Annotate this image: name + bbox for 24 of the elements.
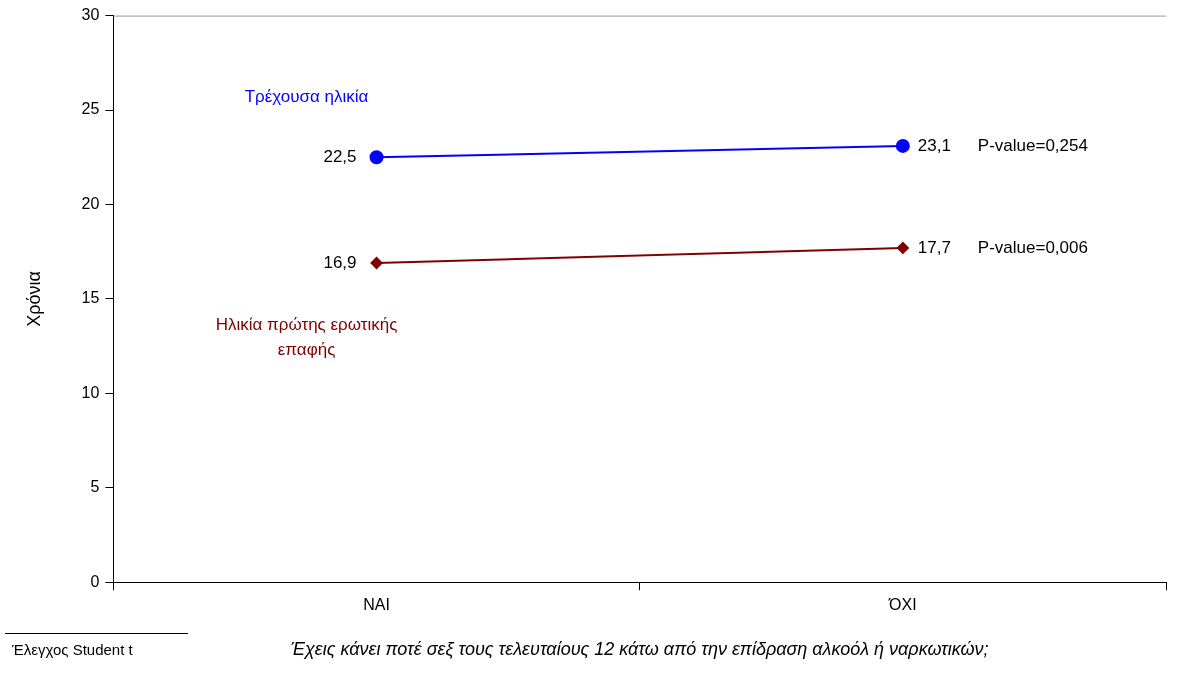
data-label: 17,7 <box>917 237 951 257</box>
y-tick-label: 15 <box>81 289 100 307</box>
y-tick-label: 10 <box>81 383 100 401</box>
x-tick-label: ΌΧΙ <box>888 596 917 614</box>
point <box>895 138 910 153</box>
y-axis-title: Χρόνια <box>23 271 44 327</box>
x-tick-label: ΝΑΙ <box>363 596 390 614</box>
y-tick-label: 0 <box>90 572 100 590</box>
text: Έλεγχος Student t <box>11 641 134 659</box>
data-label: 23,1 <box>917 135 951 155</box>
y-tick-label: 30 <box>81 6 100 24</box>
text: Τρέχουσα ηλικία <box>244 86 369 106</box>
y-tick-label: 25 <box>81 100 100 118</box>
point <box>369 150 384 165</box>
text: Ηλικία πρώτης ερωτικής επαφής <box>215 315 398 360</box>
point <box>370 257 383 270</box>
x-axis-title: Έχεις κάνει ποτέ σεξ τους τελευταίους 12 κάτω από την επίδραση αλκοόλ ή ναρκωτικών; <box>290 639 989 660</box>
point <box>896 241 909 254</box>
annotation: P-value=0,006 <box>977 237 1088 257</box>
y-tick-label: 20 <box>81 194 100 212</box>
data-label: 16,9 <box>323 252 357 272</box>
annotation: P-value=0,254 <box>977 135 1088 155</box>
y-tick-label: 5 <box>90 478 100 496</box>
data-label: 22,5 <box>323 146 357 166</box>
